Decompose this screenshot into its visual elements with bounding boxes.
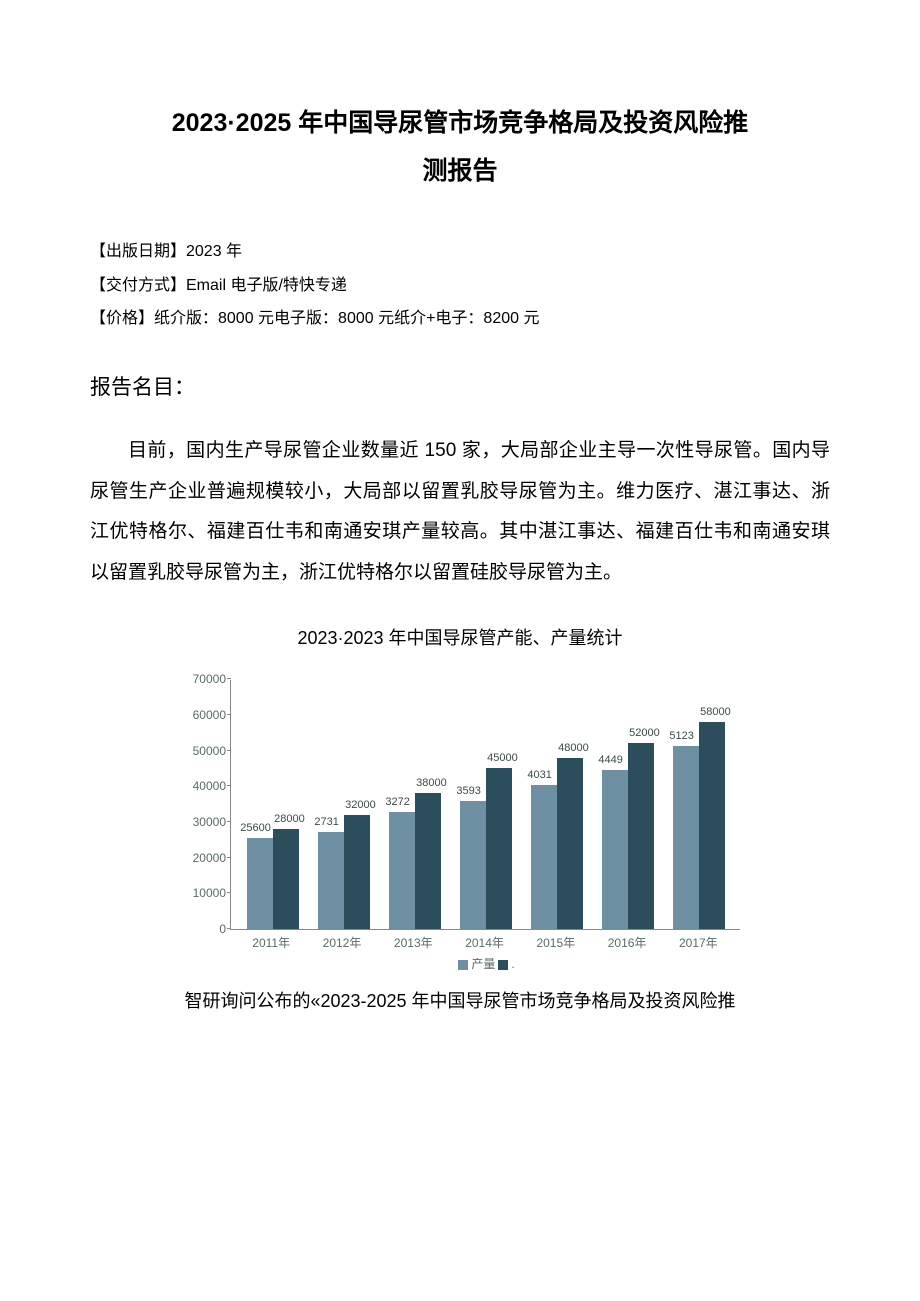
y-tick-label: 20000 [176, 851, 226, 865]
y-tick-mark [227, 785, 231, 786]
y-tick-label: 60000 [176, 708, 226, 722]
bar: 38000 [415, 793, 441, 929]
bar-group: 444952000 [602, 743, 654, 929]
bar: 3272 [389, 812, 415, 929]
x-tick-label: 2015年 [536, 934, 575, 951]
y-tick-label: 50000 [176, 744, 226, 758]
bar-value-label: 58000 [700, 706, 731, 718]
bar-group: 327238000 [389, 793, 441, 929]
bar-value-label: 28000 [274, 813, 305, 825]
chart-legend: 产量. [230, 955, 740, 972]
chart-caption: 2023·2023 年中国导尿管产能、产量统计 [90, 624, 830, 650]
x-axis-labels: 2011年 2012年 2013年 2014年 2015年 2016年 2017年 [230, 930, 740, 951]
meta-pub: 【出版日期】2023 年 [90, 235, 830, 269]
bar-value-label: 48000 [558, 742, 589, 754]
bar-value-label: 4031 [527, 769, 551, 781]
bar-group: 403148000 [531, 758, 583, 929]
x-tick-label: 2017年 [679, 934, 718, 951]
bar-value-label: 4449 [598, 754, 622, 766]
bars-container: 2560028000273132000327238000359345000403… [231, 680, 740, 929]
meta-block: 【出版日期】2023 年 【交付方式】Email 电子版/特快专递 【价格】纸介… [90, 235, 830, 336]
bar: 4031 [531, 785, 557, 929]
title-line-1: 2023·2025 年中国导尿管市场竞争格局及投资风险推 [90, 100, 830, 148]
intro-paragraph: 目前，国内生产导尿管企业数量近 150 家，大局部企业主导一次性导尿管。国内导尿… [90, 431, 830, 594]
legend-label-2: . [511, 957, 514, 971]
legend-label-1: 产量 [471, 957, 495, 971]
bar: 3593 [460, 801, 486, 929]
bar-group: 512358000 [673, 722, 725, 929]
bar: 25600 [247, 838, 273, 929]
bar-group: 2560028000 [247, 829, 299, 929]
bar-value-label: 3272 [385, 796, 409, 808]
legend-swatch-1 [458, 960, 468, 970]
bar: 48000 [557, 758, 583, 929]
y-tick-label: 70000 [176, 672, 226, 686]
bar-value-label: 5123 [669, 730, 693, 742]
x-tick-label: 2016年 [608, 934, 647, 951]
y-tick-label: 0 [176, 922, 226, 936]
bar-value-label: 25600 [240, 822, 271, 834]
section-heading: 报告名目： [90, 371, 830, 401]
bar-group: 359345000 [460, 768, 512, 929]
y-tick-label: 40000 [176, 779, 226, 793]
meta-delivery: 【交付方式】Email 电子版/特快专递 [90, 269, 830, 303]
footer-line: 智研询问公布的«2023-2025 年中国导尿管市场竞争格局及投资风险推 [90, 987, 830, 1013]
y-tick-mark [227, 714, 231, 715]
legend-swatch-2 [498, 960, 508, 970]
y-tick-mark [227, 821, 231, 822]
y-tick-mark [227, 892, 231, 893]
x-tick-label: 2013年 [394, 934, 433, 951]
y-tick-mark [227, 678, 231, 679]
y-tick-mark [227, 750, 231, 751]
title-line-2: 测报告 [90, 148, 830, 196]
bar: 45000 [486, 768, 512, 929]
bar-value-label: 45000 [487, 752, 518, 764]
bar: 4449 [602, 770, 628, 929]
bar: 28000 [273, 829, 299, 929]
meta-price: 【价格】纸介版：8000 元电子版：8000 元纸介+电子：8200 元 [90, 302, 830, 336]
x-tick-label: 2011年 [252, 934, 290, 951]
bar: 32000 [344, 815, 370, 929]
bar-value-label: 3593 [456, 785, 480, 797]
bar: 52000 [628, 743, 654, 929]
y-tick-mark [227, 857, 231, 858]
bar-value-label: 52000 [629, 727, 660, 739]
bar-chart: 2560028000273132000327238000359345000403… [180, 680, 740, 972]
bar: 2731 [318, 832, 344, 930]
bar-group: 273132000 [318, 815, 370, 929]
chart-plot-area: 2560028000273132000327238000359345000403… [230, 680, 740, 930]
bar: 58000 [699, 722, 725, 929]
bar-value-label: 2731 [314, 816, 338, 828]
x-tick-label: 2012年 [323, 934, 362, 951]
x-tick-label: 2014年 [465, 934, 504, 951]
y-tick-mark [227, 928, 231, 929]
bar: 5123 [673, 746, 699, 929]
report-title: 2023·2025 年中国导尿管市场竞争格局及投资风险推 测报告 [90, 100, 830, 195]
y-tick-label: 10000 [176, 886, 226, 900]
bar-value-label: 32000 [345, 799, 376, 811]
bar-value-label: 38000 [416, 777, 447, 789]
y-tick-label: 30000 [176, 815, 226, 829]
